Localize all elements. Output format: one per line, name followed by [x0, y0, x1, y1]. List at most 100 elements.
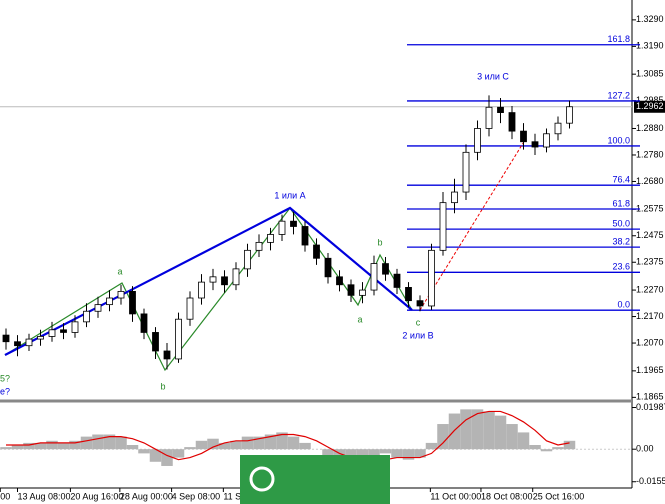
fib-label: 76.4: [612, 175, 630, 185]
candle-body: [543, 133, 550, 148]
osc-bar: [460, 409, 472, 450]
candle-body: [244, 249, 251, 270]
candle-body: [129, 290, 136, 315]
x-tick-label: 4 Sep 08:00: [172, 491, 221, 501]
candle-body: [451, 191, 458, 204]
fib-label: 38.2: [612, 237, 630, 247]
osc-bar: [402, 449, 415, 460]
candle-body: [71, 321, 79, 333]
x-tick-label: 20 Aug 16:00: [70, 491, 123, 501]
wave-label: 2 или B: [402, 330, 433, 340]
osc-bar: [161, 449, 173, 466]
osc-bar: [138, 449, 150, 454]
candle-body: [48, 329, 56, 337]
osc-bar: [333, 449, 346, 460]
candle-body: [37, 336, 44, 340]
candle-body: [255, 241, 263, 251]
wave-label: a: [357, 314, 362, 324]
fib-label: 0.0: [617, 300, 630, 310]
fib-label: 127.2: [607, 90, 630, 100]
osc-bar: [172, 449, 185, 458]
watermark-box: [240, 455, 390, 504]
y-tick-label: 1.1965: [636, 365, 664, 375]
y-tick-label: 1.2375: [636, 257, 664, 267]
candle-body: [359, 289, 366, 296]
osc-bar: [184, 447, 196, 450]
osc-bar: [287, 436, 300, 450]
wave-label: e?: [0, 386, 10, 396]
y-tick-label: 1.2270: [636, 284, 664, 294]
osc-bar: [529, 445, 541, 450]
candle-body: [14, 341, 21, 347]
candle-body: [347, 284, 355, 296]
y-tick-label: 1.3085: [636, 69, 664, 79]
candle-body: [336, 276, 343, 286]
wave-label: 5?: [0, 373, 10, 383]
x-tick-label: 25 Oct 16:00: [533, 491, 585, 501]
y-tick-label: 1.2780: [636, 149, 664, 159]
osc-tick-label: 0.01987: [636, 402, 665, 412]
osc-bar: [0, 447, 12, 450]
y-tick-label: 1.3190: [636, 41, 664, 51]
candle-body: [2, 334, 10, 343]
osc-bar: [57, 442, 70, 450]
osc-bar: [264, 434, 277, 450]
osc-bar: [23, 442, 35, 450]
candle-body: [301, 226, 309, 246]
candle-body: [267, 234, 274, 243]
fib-label: 23.6: [612, 262, 630, 272]
candle-body: [209, 276, 217, 283]
osc-bar: [230, 440, 242, 450]
osc-bar: [34, 442, 47, 450]
candle-body: [175, 318, 182, 360]
candle-body: [531, 141, 539, 148]
wave-label: b: [160, 381, 165, 391]
osc-bar: [241, 436, 254, 450]
osc-tick-label: 0.00: [636, 444, 654, 454]
candle-body: [25, 338, 33, 347]
osc-bar: [69, 440, 81, 450]
osc-bar: [391, 449, 403, 458]
osc-bar: [437, 424, 449, 450]
candle-body: [60, 329, 67, 333]
fib-label: 161.8: [607, 34, 630, 44]
candle-body: [152, 332, 159, 352]
osc-bar: [483, 411, 495, 450]
x-tick-label: 28 Aug 00:00: [120, 491, 173, 501]
candle-body: [554, 122, 562, 135]
candle-body: [117, 290, 125, 299]
candle-body: [474, 128, 481, 153]
osc-bar: [414, 449, 426, 458]
candle-body: [140, 313, 148, 333]
candle-body: [566, 106, 573, 124]
osc-tick-label: -0.01551: [636, 476, 665, 486]
candle-body: [94, 304, 102, 312]
osc-bar: [46, 440, 58, 450]
osc-bar: [299, 442, 311, 450]
osc-bar: [11, 445, 24, 450]
osc-bar: [195, 440, 208, 450]
fib-label: 61.8: [612, 198, 630, 208]
osc-bar: [207, 438, 219, 450]
candle-body: [428, 249, 435, 307]
candle-body: [393, 273, 401, 288]
osc-bar: [80, 436, 93, 450]
osc-bar: [448, 413, 461, 450]
wave-label: 3 или C: [477, 71, 509, 81]
y-tick-label: 1.2475: [636, 230, 664, 240]
y-tick-label: 1.2880: [636, 123, 664, 133]
candle-body: [186, 297, 194, 320]
candle-body: [83, 310, 90, 323]
fib-label: 50.0: [612, 219, 630, 229]
osc-bar: [126, 445, 139, 450]
y-tick-label: 1.2575: [636, 204, 664, 214]
candle-body: [416, 300, 424, 307]
candle-body: [462, 151, 470, 193]
y-tick-label: 1.2680: [636, 176, 664, 186]
candle-body: [163, 350, 171, 360]
osc-bar: [322, 449, 334, 456]
osc-bar: [540, 449, 553, 452]
osc-bar: [115, 436, 127, 450]
y-tick-label: 1.1865: [636, 392, 664, 402]
